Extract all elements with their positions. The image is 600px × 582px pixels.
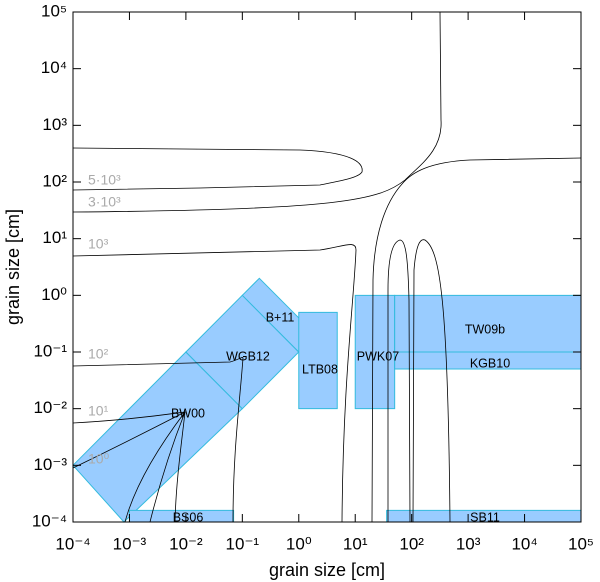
y-tick-label: 10³ (42, 115, 67, 134)
contours (72, 11, 582, 523)
y-tick-label: 10⁻² (33, 398, 67, 417)
regions (72, 277, 582, 523)
contour-line (371, 157, 582, 523)
contour-line (124, 411, 186, 523)
y-tick-label: 10⁴ (41, 58, 67, 77)
y-axis-title: grain size [cm] (3, 209, 23, 325)
contour-label: 3·10³ (88, 194, 121, 210)
contour-line (72, 244, 357, 523)
x-tick-label: 10⁻¹ (226, 534, 260, 553)
y-tick-label: 10² (42, 171, 67, 190)
y-tick-label: 10⁵ (41, 1, 67, 20)
x-tick-label: 10⁻³ (113, 534, 147, 553)
x-tick-label: 10² (399, 534, 424, 553)
contour-line (72, 357, 244, 523)
contour-label: 10³ (88, 236, 109, 252)
region-label: SB11 (470, 510, 500, 524)
contour-line (72, 11, 442, 213)
contour-label: 10² (88, 346, 109, 362)
region-label: LTB08 (302, 362, 338, 376)
contour-line (72, 411, 186, 469)
x-tick-label: 10³ (456, 534, 481, 553)
x-tick-label: 10⁵ (568, 534, 594, 553)
contour-label: 10¹ (88, 403, 109, 419)
x-tick-label: 10⁻⁴ (55, 534, 90, 553)
contour-line (412, 239, 451, 523)
region-label: WGB12 (226, 349, 270, 363)
region-label: B+11 (266, 310, 295, 324)
y-tick-label: 10¹ (42, 228, 67, 247)
region-label: TW09b (465, 322, 505, 336)
region-label: PWK07 (357, 349, 399, 363)
region-label: KGB10 (470, 356, 510, 370)
x-tick-label: 10⁰ (286, 534, 312, 553)
contour-line (149, 411, 186, 523)
x-tick-label: 10⁻² (169, 534, 203, 553)
x-tick-label: 10¹ (343, 534, 368, 553)
contour-line (387, 239, 411, 523)
region-label: BS06 (173, 510, 204, 524)
contour-label: 5·10³ (88, 172, 121, 188)
contour-label: 10⁰ (88, 451, 110, 467)
x-axis-title: grain size [cm] (269, 560, 385, 580)
y-tick-label: 10⁻⁴ (32, 511, 67, 530)
contour-line (72, 147, 363, 191)
y-tick-label: 10⁰ (41, 285, 67, 304)
y-tick-label: 10⁻¹ (33, 341, 67, 360)
region-label: BW00 (171, 406, 205, 420)
plot-frame (72, 11, 582, 523)
region (298, 311, 338, 410)
y-tick-label: 10⁻³ (33, 455, 67, 474)
x-tick-label: 10⁴ (511, 534, 537, 553)
